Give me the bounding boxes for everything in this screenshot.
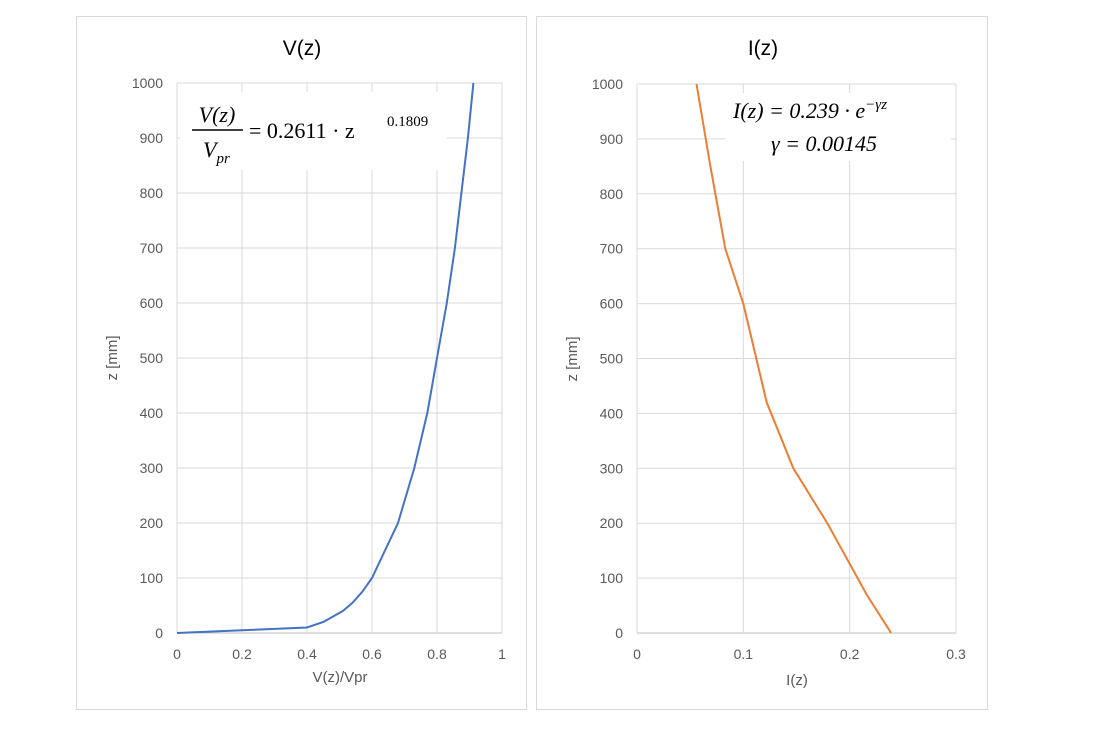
chart-i-ylabel: z [mm] xyxy=(564,337,581,382)
i-ytick-label: 0 xyxy=(615,625,623,641)
chart-v-eq-rhs: = 0.2611 · z xyxy=(249,118,355,143)
i-ytick-label: 600 xyxy=(600,296,624,312)
chart-i-equation-box xyxy=(725,93,951,161)
chart-v-points xyxy=(176,82,474,634)
chart-v-grid xyxy=(176,82,503,634)
i-xtick-label: 0.2 xyxy=(840,646,860,662)
v-ytick-label: 100 xyxy=(140,570,164,586)
chart-i-title: I(z) xyxy=(748,37,778,60)
chart-i-yticks: 0 100 200 300 400 500 600 700 800 900 1000 xyxy=(592,76,623,641)
v-ytick-label: 900 xyxy=(140,130,164,146)
chart-v-title: V(z) xyxy=(283,37,322,60)
i-ytick-label: 200 xyxy=(600,515,624,531)
chart-i-xticks: 0 0.1 0.2 0.3 xyxy=(633,646,966,662)
chart-v-xticks: 0 0.2 0.4 0.6 0.8 1 xyxy=(173,646,506,662)
v-xtick-label: 0.4 xyxy=(297,646,317,662)
i-ytick-label: 800 xyxy=(600,186,624,202)
chart-i-series-line xyxy=(695,83,892,634)
v-ytick-label: 700 xyxy=(140,240,164,256)
v-ytick-label: 0 xyxy=(155,625,163,641)
chart-v-ylabel: z [mm] xyxy=(104,336,121,381)
chart-v-xlabel: V(z)/Vpr xyxy=(312,669,367,686)
i-ytick-label: 500 xyxy=(600,351,624,367)
chart-v-eq-exponent: 0.1809 xyxy=(387,114,428,130)
v-ytick-label: 1000 xyxy=(132,75,163,91)
v-ytick-label: 500 xyxy=(140,350,164,366)
chart-i-grid xyxy=(636,83,957,634)
v-ytick-label: 600 xyxy=(140,295,164,311)
i-ytick-label: 1000 xyxy=(592,76,623,92)
chart-i-eq-line2: γ = 0.00145 xyxy=(771,131,877,156)
v-ytick-label: 200 xyxy=(140,515,164,531)
chart-v-eq-denominator: Vpr xyxy=(203,137,230,167)
v-ytick-label: 400 xyxy=(140,405,164,421)
v-xtick-label: 0.6 xyxy=(362,646,382,662)
chart-i-xlabel: I(z) xyxy=(786,672,808,689)
i-xtick-label: 0 xyxy=(633,646,641,662)
chart-v-yticks: 0 100 200 300 400 500 600 700 800 900 1000 xyxy=(132,75,163,641)
chart-v-eq-numerator: V(z) xyxy=(199,102,236,127)
v-xtick-label: 0 xyxy=(173,646,181,662)
i-ytick-label: 900 xyxy=(600,131,624,147)
v-xtick-label: 0.8 xyxy=(427,646,447,662)
v-ytick-label: 300 xyxy=(140,460,164,476)
chart-i-eq-line1: I(z) = 0.239 · e−γz xyxy=(732,97,887,123)
v-xtick-label: 0.2 xyxy=(232,646,252,662)
i-ytick-label: 700 xyxy=(600,241,624,257)
chart-v-equation-box xyxy=(180,92,447,170)
chart-i-points xyxy=(696,83,892,634)
i-ytick-label: 300 xyxy=(600,460,624,476)
i-xtick-label: 0.1 xyxy=(734,646,754,662)
i-ytick-label: 100 xyxy=(600,570,624,586)
i-ytick-label: 400 xyxy=(600,405,624,421)
i-xtick-label: 0.3 xyxy=(946,646,966,662)
v-ytick-label: 800 xyxy=(140,185,164,201)
v-xtick-label: 1 xyxy=(498,646,506,662)
